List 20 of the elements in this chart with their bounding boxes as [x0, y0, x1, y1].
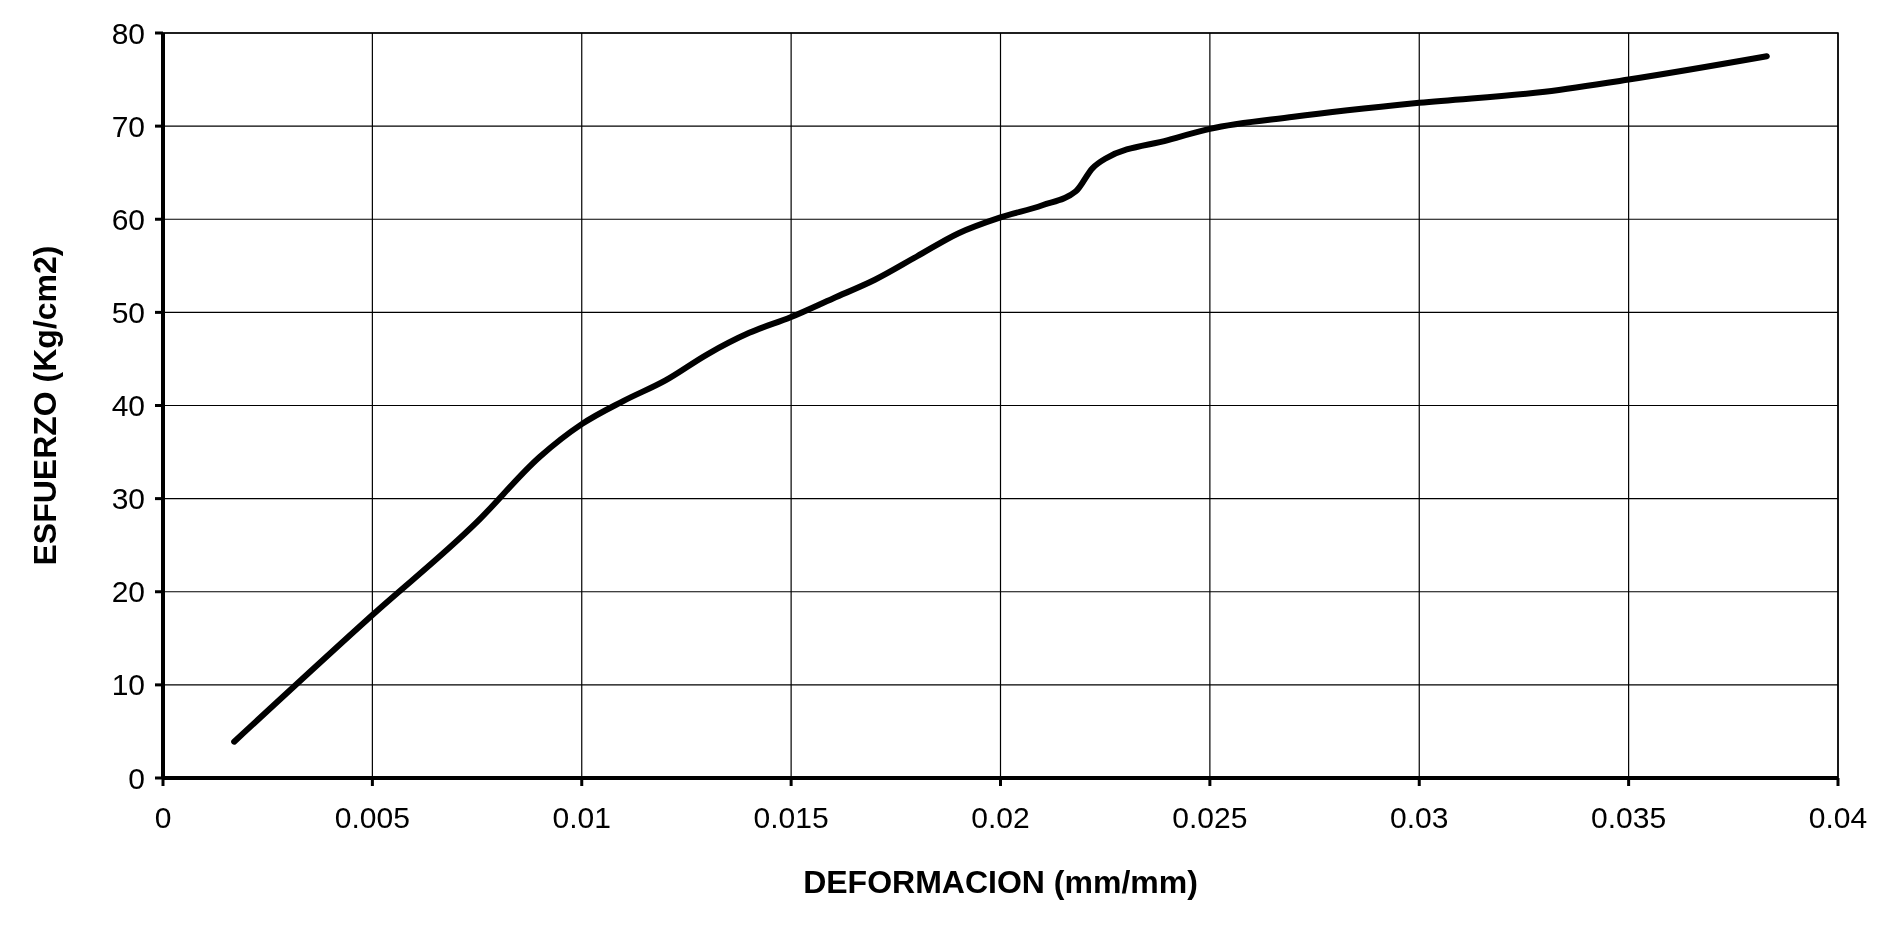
x-tick-label: 0.005: [334, 801, 410, 834]
y-tick-label: 50: [111, 295, 145, 329]
y-tick-label: 40: [111, 389, 145, 422]
y-tick-label: 0: [128, 761, 145, 795]
x-tick-label: 0.02: [971, 801, 1030, 834]
x-tick-label: 0.025: [1172, 801, 1248, 834]
x-tick-label: 0.015: [753, 801, 829, 834]
y-tick-label: 70: [111, 109, 145, 143]
y-tick-label: 30: [111, 482, 145, 516]
x-tick-label: 0: [154, 801, 172, 834]
y-axis-title: ESFUERZO (Kg/cm2): [27, 245, 63, 566]
y-tick-label: 60: [111, 202, 145, 236]
y-tick-label: 80: [111, 16, 145, 50]
y-tick-label: 20: [111, 575, 145, 609]
x-axis-title: DEFORMACION (mm/mm): [803, 864, 1198, 900]
x-tick-label: 0.04: [1808, 801, 1868, 834]
x-tick-label: 0.03: [1390, 801, 1449, 834]
x-tick-label: 0.035: [1591, 801, 1667, 834]
y-tick-label: 10: [111, 668, 145, 702]
x-tick-label: 0.01: [552, 801, 611, 834]
